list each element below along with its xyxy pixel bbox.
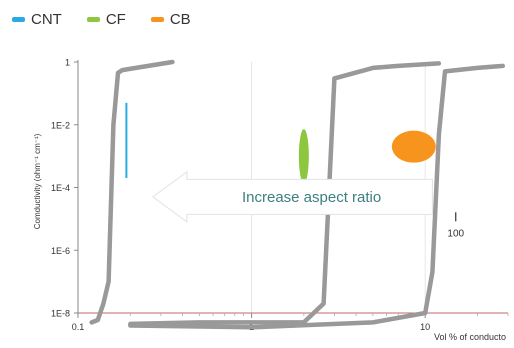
- x-axis-title: Vol % of conducto: [434, 332, 506, 342]
- aspect-ratio-arrow: [152, 170, 433, 223]
- y-axis-title: Comductivity (ohm⁻¹ cm⁻¹): [33, 133, 42, 229]
- annotation-layer: Increase aspect ratio 100: [152, 170, 465, 239]
- legend-label-cnt: CNT: [31, 11, 62, 28]
- marker-layer: [125, 102, 436, 184]
- legend-item-cb: CB: [150, 11, 191, 28]
- marker-cf: [298, 129, 309, 184]
- y-tick-label: 1E-6: [51, 246, 70, 256]
- legend: CNT CF CB: [12, 11, 216, 28]
- legend-swatch-cnt: [12, 17, 25, 22]
- series-layer: [89, 59, 506, 330]
- arrow-label: Increase aspect ratio: [242, 189, 381, 206]
- series-line-cf: [128, 61, 442, 327]
- series-line-cnt: [89, 59, 175, 325]
- x-tick-label: 10: [420, 322, 430, 332]
- x-tick-label: 0.1: [72, 322, 85, 332]
- marker-cb: [391, 130, 436, 163]
- legend-label-cb: CB: [169, 11, 191, 28]
- legend-item-cnt: CNT: [12, 11, 62, 28]
- y-tick-label: 1: [65, 58, 70, 68]
- annotation-text-1: 100: [447, 228, 464, 239]
- y-tick-label: 1E-8: [51, 309, 70, 319]
- y-tick-label: 1E-4: [51, 183, 70, 193]
- series-line-cb: [128, 63, 506, 330]
- legend-label-cf: CF: [105, 11, 126, 28]
- legend-swatch-cf: [86, 17, 100, 22]
- legend-swatch-cb: [150, 17, 164, 22]
- legend-item-cf: CF: [86, 11, 126, 28]
- y-tick-label: 1E-2: [51, 120, 70, 130]
